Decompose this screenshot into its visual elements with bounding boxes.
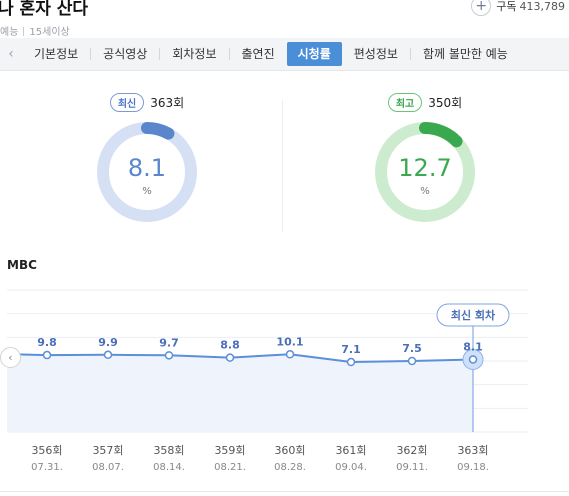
data-point: [225, 353, 235, 362]
latest-rating-unit: %: [142, 186, 152, 197]
tab-schedule[interactable]: 편성정보: [353, 47, 398, 61]
latest-rating-header: 최신 363회: [77, 92, 217, 112]
broadcaster-label: MBC: [7, 258, 37, 272]
latest-rating-donut: 8.1 %: [95, 120, 199, 224]
tab-bar: ‹ 기본정보 공식영상 회차정보 출연진 시청률 편성정보 함께 볼만한 예능: [0, 38, 569, 71]
x-episode-label: 360회: [274, 444, 305, 457]
best-donut-arc: [375, 122, 475, 222]
x-date-label: 07.31.: [31, 462, 63, 473]
x-episode-label: 363회: [457, 444, 488, 457]
x-date-label: 08.21.: [214, 462, 246, 473]
data-point: [164, 351, 174, 360]
genre-label: 예능: [0, 27, 19, 38]
tab-separator: [228, 48, 230, 60]
best-badge: 최고: [387, 92, 423, 112]
chart-prev-chevron-icon[interactable]: ‹: [0, 347, 21, 368]
x-episode-label: 362회: [396, 444, 427, 457]
latest-badge: 최신: [109, 92, 145, 112]
tab-similar-shows[interactable]: 함께 볼만한 예능: [422, 47, 508, 61]
meta-separator: [23, 27, 25, 36]
subscribe-area: + 구독 413,789: [471, 0, 565, 16]
best-rating-value: 12.7: [398, 154, 452, 182]
best-rating-header: 최고 350회: [355, 92, 495, 112]
best-rating-card: 최고 350회 12.7 %: [355, 92, 495, 224]
rating-divider: [282, 100, 283, 232]
tab-official-video[interactable]: 공식영상: [103, 47, 148, 61]
data-value-label: 10.1: [276, 335, 303, 348]
tab-separator: [159, 48, 161, 60]
chart-area-fill: [7, 354, 473, 432]
x-episode-label: 356회: [31, 444, 62, 457]
x-episode-label: 361회: [335, 444, 366, 457]
ratings-line-chart: 최신 회차 9.8 9.9 9.7 8.8 10.1 7.1 7.5 8.1 356회 07.31.…: [6, 289, 528, 473]
latest-episode: 363회: [150, 95, 185, 110]
best-rating-donut: 12.7 %: [373, 120, 477, 224]
program-title: 나 혼자 산다: [0, 0, 89, 19]
x-date-label: 09.18.: [457, 462, 489, 473]
subscribe-plus-icon[interactable]: +: [471, 0, 492, 16]
x-episode-label: 359회: [214, 444, 245, 457]
data-value-label: 7.1: [341, 343, 361, 356]
program-header: 나 혼자 산다 예능 15세이상 + 구독 413,789: [0, 0, 569, 38]
data-point: [407, 356, 417, 366]
data-point: [285, 350, 295, 359]
latest-rating-card: 최신 363회 8.1 %: [77, 92, 217, 224]
tab-basic-info[interactable]: 기본정보: [34, 47, 79, 61]
data-point: [468, 355, 478, 364]
tab-ratings[interactable]: 시청률: [286, 42, 342, 66]
data-point: [42, 350, 52, 360]
data-point: [346, 357, 356, 367]
x-episode-label: 357회: [92, 444, 123, 457]
tab-cast[interactable]: 출연진: [241, 47, 275, 61]
tab-prev-chevron-icon[interactable]: ‹: [8, 46, 14, 62]
data-value-label: 9.8: [37, 336, 57, 349]
tab-separator: [409, 48, 411, 60]
x-date-label: 08.07.: [92, 462, 124, 473]
data-value-label: 9.9: [98, 336, 118, 349]
best-rating-unit: %: [420, 186, 430, 197]
x-date-label: 08.14.: [153, 462, 185, 473]
latest-episode-callout-label: 최신 회차: [451, 308, 496, 322]
latest-episode-callout: [436, 303, 510, 327]
x-date-label: 08.28.: [274, 462, 306, 473]
x-date-label: 09.11.: [396, 462, 428, 473]
data-point: [103, 350, 113, 360]
latest-donut-arc: [97, 122, 197, 222]
data-value-label: 9.7: [159, 336, 179, 349]
data-value-label: 8.8: [220, 339, 240, 352]
tab-episode-info[interactable]: 회차정보: [172, 47, 217, 61]
bottom-divider: [0, 491, 569, 492]
program-meta: 예능 15세이상: [0, 23, 70, 38]
data-value-label: 8.1: [463, 340, 483, 353]
data-value-label: 7.5: [402, 342, 422, 355]
best-episode: 350회: [428, 95, 463, 110]
tab-separator: [90, 48, 92, 60]
x-episode-label: 358회: [153, 444, 184, 457]
subscribe-label[interactable]: 구독: [496, 0, 517, 13]
subscribe-count: 413,789: [519, 0, 566, 13]
latest-rating-value: 8.1: [127, 154, 167, 182]
x-date-label: 09.04.: [335, 462, 367, 473]
age-rating-label: 15세이상: [29, 27, 70, 38]
